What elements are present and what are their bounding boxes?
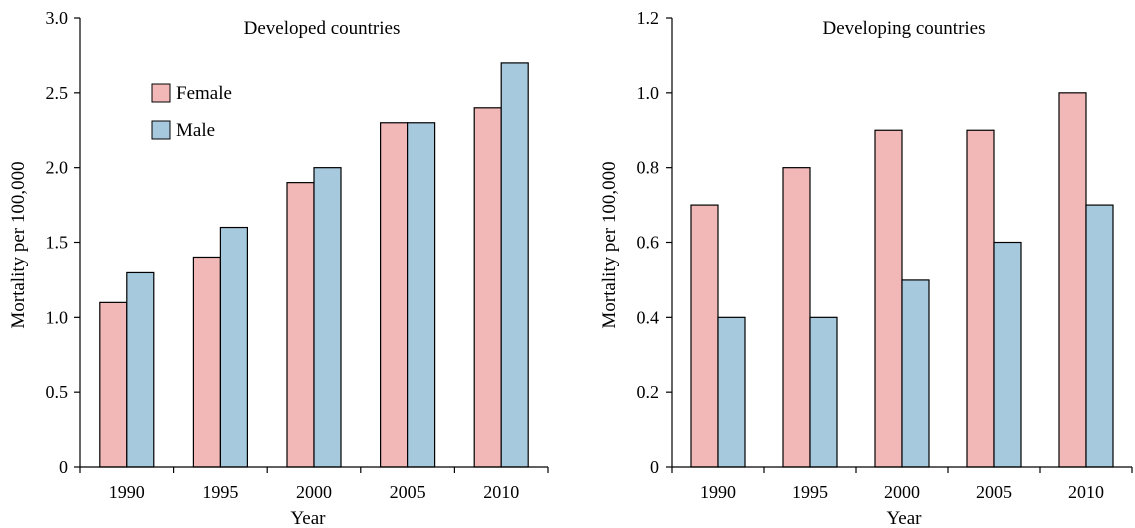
y-tick-label-right: 0.2	[637, 382, 660, 402]
y-tick-label-left: 0.5	[46, 382, 69, 402]
legend-male-label: Male	[176, 120, 215, 141]
legend: Female Male	[151, 83, 232, 141]
y-tick-label-left: 0	[59, 457, 68, 477]
x-tick-label-right: 2000	[884, 482, 920, 502]
bar-left-male-1990	[126, 271, 155, 468]
y-tick-label-left: 1.0	[46, 307, 69, 327]
y-tick-label-left: 3.0	[46, 8, 69, 28]
bar-right-male-2005	[993, 241, 1022, 468]
bar-left-male-2010	[500, 62, 529, 468]
y-tick-label-left: 2.5	[46, 83, 69, 103]
bar-left-male-1995	[219, 226, 248, 468]
x-tick-label-left: 2000	[296, 482, 332, 502]
legend-female-swatch	[151, 83, 171, 103]
y-tick-label-right: 1.2	[637, 8, 660, 28]
x-tick-label-left: 2010	[483, 482, 519, 502]
bar-right-female-2005	[966, 129, 995, 468]
bar-right-male-2000	[901, 279, 930, 468]
x-tick-label-right: 1995	[792, 482, 828, 502]
bar-left-female-2005	[380, 122, 409, 468]
bar-left-female-1990	[99, 301, 128, 468]
bar-right-male-2010	[1085, 204, 1114, 468]
chart-left-title: Developed countries	[244, 18, 401, 39]
y-tick-label-left: 2.0	[46, 158, 69, 178]
chart-right-title: Developing countries	[822, 18, 985, 39]
legend-male-swatch	[151, 120, 171, 140]
x-tick-label-left: 1990	[109, 482, 145, 502]
chart-left-ylabel: Mortality per 100,000	[8, 161, 29, 328]
bar-left-female-2010	[473, 107, 502, 468]
legend-female-label: Female	[176, 83, 232, 104]
x-tick-label-left: 2005	[390, 482, 426, 502]
bar-left-male-2000	[313, 167, 342, 468]
bar-right-male-1995	[809, 316, 838, 468]
y-tick-label-right: 0.4	[637, 307, 660, 327]
y-tick-label-left: 1.5	[46, 233, 69, 253]
y-tick-label-right: 0.8	[637, 158, 660, 178]
y-tick-label-right: 0.6	[637, 233, 660, 253]
bar-right-female-2010	[1058, 92, 1087, 468]
x-tick-label-left: 1995	[202, 482, 238, 502]
chart-right-ylabel: Mortality per 100,000	[599, 161, 620, 328]
bar-left-female-1995	[192, 256, 221, 468]
y-tick-label-right: 0	[650, 457, 659, 477]
bar-right-female-1990	[690, 204, 719, 468]
chart-left-xlabel: Year	[290, 508, 326, 528]
x-tick-label-right: 2005	[976, 482, 1012, 502]
chart-right-xlabel: Year	[886, 508, 922, 528]
bar-left-female-2000	[286, 182, 315, 468]
x-tick-label-right: 1990	[700, 482, 736, 502]
bar-right-female-1995	[782, 167, 811, 468]
bar-right-male-1990	[717, 316, 746, 468]
y-tick-label-right: 1.0	[637, 83, 660, 103]
bar-left-male-2005	[407, 122, 436, 468]
x-tick-label-right: 2010	[1068, 482, 1104, 502]
bar-right-female-2000	[874, 129, 903, 468]
